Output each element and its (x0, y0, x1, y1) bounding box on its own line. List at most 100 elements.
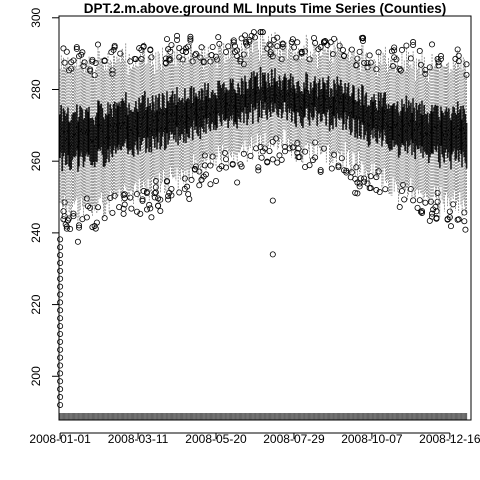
outlier-point (463, 61, 470, 68)
outlier-point (191, 52, 198, 59)
rug-mark (171, 413, 174, 420)
outlier-point (302, 148, 309, 155)
rug-mark (269, 413, 272, 420)
rug-mark (99, 413, 101, 420)
rug-mark (143, 413, 145, 420)
outlier-point (461, 218, 468, 225)
day-box (383, 55, 385, 168)
rug-mark (104, 413, 106, 420)
outlier-point (225, 43, 232, 50)
rug-mark (401, 413, 403, 420)
outlier-point (196, 182, 203, 189)
rug-mark (445, 413, 448, 420)
outlier-point (234, 53, 241, 60)
rug-mark (366, 413, 369, 420)
day-box (108, 63, 110, 213)
day-box (240, 51, 247, 157)
rug-mark (102, 413, 105, 420)
outlier-point (410, 41, 417, 48)
outlier-point (164, 36, 171, 43)
rug-mark (454, 413, 457, 420)
day-box (246, 36, 253, 146)
outlier-point (57, 275, 64, 282)
day-box (427, 82, 430, 205)
rug-mark (463, 413, 465, 420)
outlier-point (110, 46, 117, 53)
outlier-point (359, 35, 366, 42)
rug-mark (357, 413, 360, 420)
rug-mark (111, 413, 114, 420)
outlier-point (185, 191, 192, 198)
outlier-point (179, 56, 186, 63)
outlier-point (312, 40, 319, 47)
rug-mark (128, 413, 130, 420)
day-box (226, 59, 228, 149)
rug-mark (453, 413, 455, 420)
outlier-point (197, 54, 204, 61)
rug-mark (312, 413, 314, 420)
outlier-point (61, 199, 68, 206)
day-box (196, 57, 198, 173)
rug-mark (68, 413, 70, 420)
rug-mark (342, 413, 344, 420)
outlier-point (63, 48, 70, 55)
day-box (156, 69, 158, 191)
outlier-point (128, 205, 135, 212)
rug-mark (431, 413, 433, 420)
rug-mark (67, 413, 69, 420)
rug-mark (208, 413, 210, 420)
outlier-point (146, 201, 153, 208)
rug-mark (169, 413, 171, 420)
outlier-point (111, 192, 118, 199)
day-box (128, 54, 130, 200)
day-box (382, 52, 384, 186)
outlier-point (261, 145, 268, 152)
rug-mark (279, 413, 282, 420)
day-box (391, 44, 398, 193)
outlier-point (121, 195, 128, 202)
rug-mark (81, 413, 83, 420)
outlier-point (361, 175, 368, 182)
outlier-point (182, 48, 189, 55)
day-box (223, 43, 225, 160)
rug-mark (406, 413, 409, 420)
outlier-point (348, 46, 355, 53)
rug-mark (405, 413, 408, 420)
rug-mark (190, 413, 193, 420)
outlier-point (240, 61, 247, 68)
rug-mark (117, 413, 119, 420)
rug-mark (275, 413, 277, 420)
outlier-point (367, 185, 374, 192)
day-box (433, 66, 436, 187)
outlier-point (437, 53, 444, 60)
rug-mark (118, 413, 120, 420)
outlier-point (60, 45, 67, 52)
outlier-point (167, 48, 174, 55)
rug-mark (354, 413, 356, 420)
day-box (348, 46, 355, 176)
rug-mark (170, 413, 173, 420)
rug-mark (65, 413, 67, 420)
outlier-point (101, 215, 108, 222)
rug-mark (265, 413, 267, 420)
outlier-point (57, 378, 64, 385)
outlier-point (295, 145, 302, 152)
outlier-point (407, 186, 414, 193)
x-tick-label: 2008-07-29 (263, 432, 325, 446)
rug-mark (460, 413, 462, 420)
outlier-point (361, 59, 368, 66)
rug-mark (166, 413, 168, 420)
day-box (92, 76, 95, 206)
rug-mark (400, 413, 402, 420)
rug-mark (101, 413, 104, 420)
outlier-point (176, 189, 183, 196)
outlier-point (289, 36, 296, 43)
outlier-point (422, 70, 429, 77)
outlier-point (331, 151, 338, 158)
rug-mark (382, 413, 384, 420)
outlier-point (446, 208, 453, 215)
day-box (171, 45, 174, 179)
rug-mark (301, 413, 303, 420)
rug-mark (70, 413, 72, 420)
day-box (214, 56, 221, 159)
